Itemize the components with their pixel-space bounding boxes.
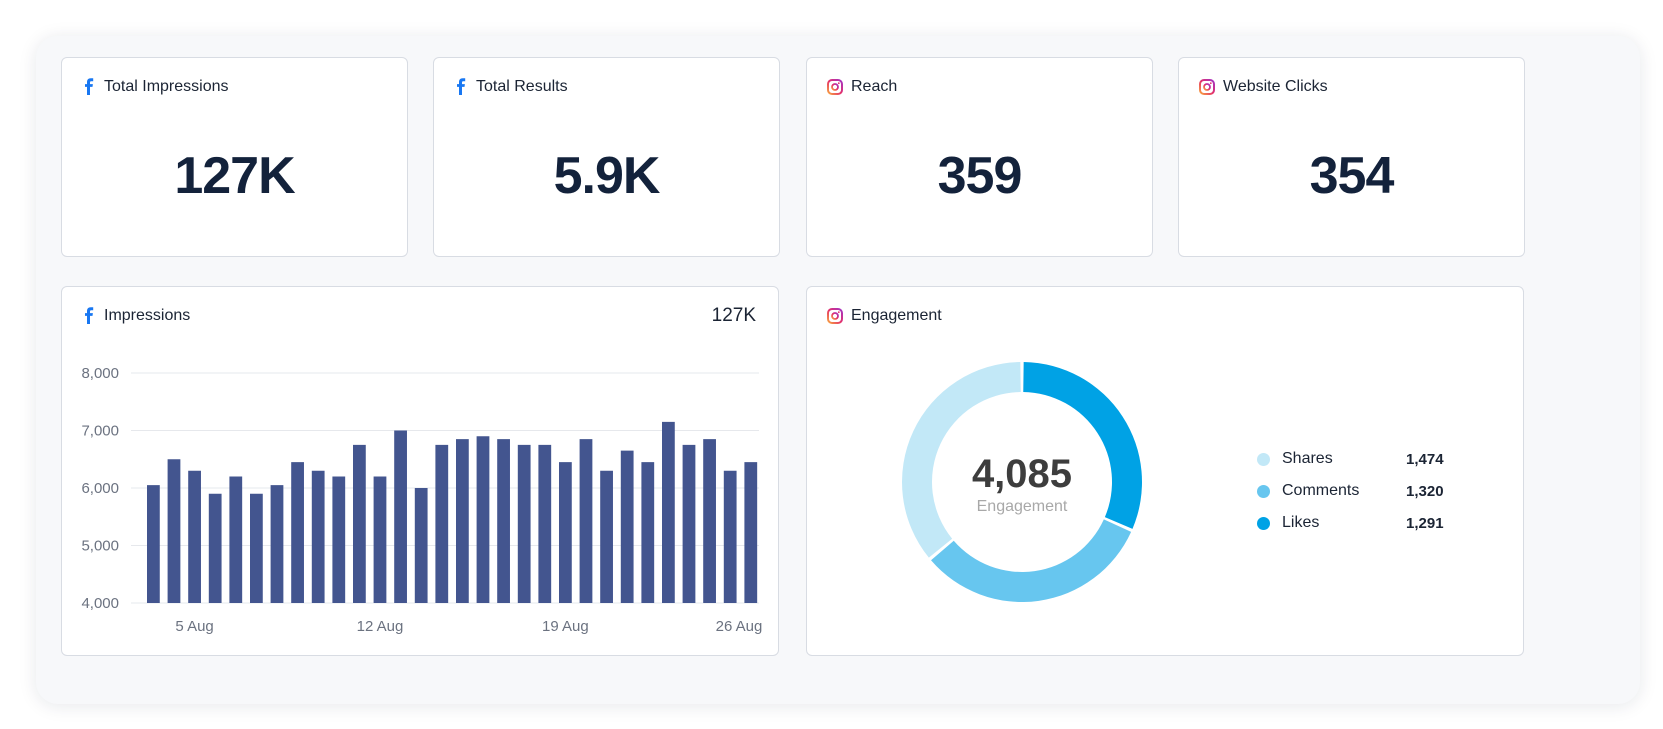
- y-tick-label: 5,000: [81, 538, 119, 555]
- card-title: Impressions: [104, 307, 191, 324]
- legend-dot-likes: [1257, 516, 1270, 530]
- x-tick-label: 12 Aug: [357, 618, 404, 635]
- impressions-bar[interactable]: [579, 439, 593, 603]
- kpi-value: 5.9K: [553, 147, 661, 205]
- impressions-bar[interactable]: [353, 444, 366, 603]
- impressions-chart-card[interactable]: Impressions 127K 4,000 5,000 6,000 7,000 8,0…: [61, 286, 779, 656]
- kpi-value: 127K: [174, 147, 295, 205]
- impressions-bar[interactable]: [332, 476, 346, 604]
- impressions-bar[interactable]: [291, 462, 304, 603]
- impressions-bar-chart: 4,000 5,000 6,000 7,000 8,000 5 Aug 12 Aug 19 A…: [81, 365, 763, 635]
- legend-value: 1,291: [1406, 514, 1444, 532]
- impressions-bar[interactable]: [394, 430, 407, 604]
- impressions-bar[interactable]: [517, 444, 531, 603]
- card-title: Reach: [851, 78, 898, 95]
- impressions-total: 127K: [711, 305, 756, 326]
- card-header: Reach: [827, 78, 897, 96]
- x-tick-label: 26 Aug: [716, 618, 763, 635]
- donut-slice-comments[interactable]: [931, 519, 1132, 603]
- card-header: Engagement: [827, 307, 942, 325]
- x-tick-label: 19 Aug: [542, 618, 589, 635]
- engagement-chart-card[interactable]: Engagement 4,085 Engagement Shares 1,474…: [806, 286, 1524, 656]
- kpi-card-total-impressions[interactable]: Total Impressions 127K: [61, 57, 408, 257]
- impressions-bar[interactable]: [682, 444, 696, 603]
- impressions-bar[interactable]: [435, 444, 449, 603]
- dashboard: Total Impressions 127K Total Results 5.9…: [36, 36, 1640, 704]
- donut-slice-shares[interactable]: [902, 362, 1021, 558]
- impressions-bar[interactable]: [600, 470, 613, 603]
- donut-slice-likes[interactable]: [1023, 362, 1142, 529]
- x-tick-label: 5 Aug: [175, 618, 213, 635]
- impressions-bar[interactable]: [188, 470, 201, 603]
- impressions-bar[interactable]: [250, 493, 263, 603]
- card-title: Website Clicks: [1223, 78, 1328, 95]
- impressions-bar[interactable]: [311, 470, 325, 603]
- facebook-icon: [457, 78, 466, 95]
- kpi-card-website-clicks[interactable]: Website Clicks 354: [1178, 57, 1525, 257]
- donut-center-label: Engagement: [977, 498, 1068, 515]
- impressions-bar[interactable]: [270, 485, 284, 603]
- y-tick-label: 7,000: [81, 423, 119, 440]
- kpi-value: 359: [937, 147, 1023, 205]
- impressions-bar[interactable]: [744, 462, 758, 603]
- legend-label: Shares: [1282, 450, 1333, 467]
- kpi-card-total-results[interactable]: Total Results 5.9K: [433, 57, 780, 257]
- card-header: Impressions: [82, 307, 190, 325]
- facebook-icon: [85, 78, 94, 95]
- impressions-bar[interactable]: [559, 462, 572, 603]
- legend-value: 1,320: [1406, 482, 1444, 500]
- legend-label: Likes: [1282, 514, 1320, 531]
- impressions-bar[interactable]: [373, 476, 387, 604]
- legend-label: Comments: [1282, 482, 1360, 499]
- y-tick-label: 8,000: [81, 365, 119, 382]
- instagram-icon: [827, 79, 843, 95]
- legend-item-shares[interactable]: Shares 1,474: [1257, 443, 1444, 475]
- instagram-icon: [1199, 79, 1215, 95]
- y-tick-label: 4,000: [81, 595, 119, 612]
- card-header: Total Impressions: [82, 78, 229, 96]
- impressions-bar[interactable]: [414, 488, 428, 603]
- legend-item-likes[interactable]: Likes 1,291: [1257, 507, 1444, 539]
- impressions-bar[interactable]: [476, 436, 490, 603]
- impressions-bar[interactable]: [620, 450, 634, 603]
- impressions-bar[interactable]: [497, 439, 510, 603]
- impressions-bar[interactable]: [703, 439, 716, 603]
- impressions-bar[interactable]: [538, 444, 552, 603]
- engagement-donut-chart: 4,085 Engagement: [902, 362, 1142, 603]
- card-header: Website Clicks: [1199, 78, 1328, 96]
- legend-dot-shares: [1257, 452, 1270, 466]
- impressions-bar[interactable]: [723, 470, 737, 603]
- engagement-legend: Shares 1,474 Comments 1,320 Likes 1,291: [1257, 443, 1444, 539]
- impressions-bar[interactable]: [229, 476, 243, 604]
- card-header: Total Results: [454, 78, 568, 96]
- facebook-icon: [85, 307, 94, 324]
- legend-item-comments[interactable]: Comments 1,320: [1257, 475, 1444, 507]
- impressions-bar[interactable]: [456, 439, 469, 603]
- impressions-bar[interactable]: [208, 493, 222, 603]
- kpi-card-reach[interactable]: Reach 359: [806, 57, 1153, 257]
- impressions-bar[interactable]: [167, 459, 181, 603]
- donut-center-value: 4,085: [972, 452, 1072, 496]
- kpi-value: 354: [1309, 147, 1395, 205]
- impressions-bar[interactable]: [147, 485, 160, 603]
- impressions-bar[interactable]: [641, 462, 655, 603]
- instagram-icon: [827, 308, 843, 324]
- card-title: Engagement: [851, 307, 942, 324]
- legend-value: 1,474: [1406, 450, 1444, 468]
- y-tick-label: 6,000: [81, 480, 119, 497]
- impressions-bar[interactable]: [662, 421, 675, 603]
- card-title: Total Impressions: [104, 78, 229, 95]
- card-title: Total Results: [476, 78, 568, 95]
- legend-dot-comments: [1257, 484, 1270, 498]
